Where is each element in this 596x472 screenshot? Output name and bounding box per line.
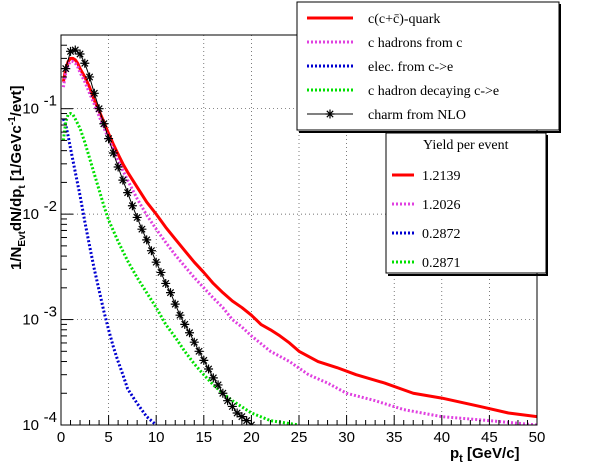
series-point (94, 104, 104, 114)
series-point (180, 319, 190, 329)
legend-label: c hadron decaying c->e (368, 84, 499, 99)
series-point (185, 328, 195, 338)
series-point (70, 45, 80, 55)
series-point (104, 134, 114, 144)
series-point (208, 373, 218, 383)
series-point (189, 337, 199, 347)
series-point (161, 278, 171, 288)
legend-label: charm from NLO (368, 108, 466, 123)
series-point (85, 72, 95, 82)
series-point (237, 412, 247, 422)
series-1 (61, 60, 537, 425)
series-0 (61, 56, 537, 419)
yield-box: Yield per event 1.2139 1.2026 0.2872 0.2871 (385, 132, 548, 276)
series-point (146, 246, 156, 256)
x-axis-title: pt [GeV/c] (450, 445, 520, 465)
yield-value: 1.2139 (422, 169, 461, 184)
yield-value: 0.2871 (422, 256, 461, 271)
series-line (61, 112, 300, 425)
x-tick-label: 25 (291, 429, 308, 446)
series-point (75, 49, 85, 59)
series-point (194, 346, 204, 356)
y-tick-label-exp: -1 (44, 93, 57, 110)
series-point (113, 162, 123, 172)
series-point (170, 299, 180, 309)
series-point (218, 388, 228, 398)
series-point (151, 257, 161, 267)
legend-label: elec. from c->e (368, 60, 453, 75)
x-tick-label: 30 (338, 429, 355, 446)
y-axis-title-part-5: -1 (7, 116, 18, 125)
series-point (156, 267, 166, 277)
x-tick-label: 45 (481, 429, 498, 446)
y-axis-title-part-0: 1/N (8, 247, 25, 270)
legend-label: c(c+c̄)-quark (368, 12, 440, 27)
series-line (61, 56, 537, 419)
series-point (142, 235, 152, 245)
y-tick-label-exp: -2 (44, 198, 57, 215)
x-tick-label: 5 (104, 429, 112, 446)
series-line (65, 49, 252, 425)
series-point (99, 119, 109, 129)
series-point (108, 148, 118, 158)
x-tick-label: 0 (57, 429, 65, 446)
series-point (123, 188, 133, 198)
y-tick-label: 10 (22, 206, 39, 223)
series-clip-group (61, 45, 537, 425)
series-point (165, 288, 175, 298)
series-point (223, 396, 233, 406)
series-point (66, 46, 76, 56)
legend-label: c hadrons from c (368, 36, 462, 51)
series-line (61, 60, 537, 425)
series-point (89, 88, 99, 98)
series-line (61, 118, 158, 425)
series-point (204, 364, 214, 374)
x-axis-title-sub: t (459, 453, 463, 465)
x-tick-label: 50 (529, 429, 546, 446)
x-tick-label: 40 (433, 429, 450, 446)
series-point (118, 175, 128, 185)
series-3 (61, 112, 300, 425)
series-2 (61, 118, 158, 425)
series-point (213, 380, 223, 390)
series-point (227, 401, 237, 411)
series-point (61, 64, 71, 74)
y-axis-title-part-3: t (17, 185, 28, 189)
x-tick-label: 10 (148, 429, 165, 446)
series-layer (61, 45, 537, 425)
legend: c(c+c̄)-quark c hadrons from c elec. from … (296, 1, 561, 133)
y-tick-label-exp: -3 (44, 304, 57, 321)
x-tick-label: 20 (243, 429, 260, 446)
series-point (199, 355, 209, 365)
series-point (175, 310, 185, 320)
series-point (127, 201, 137, 211)
svg-text:1/NEvtdN/dpt [1/GeVc-1/evt]: 1/NEvtdN/dpt [1/GeVc-1/evt] (7, 85, 28, 270)
x-tick-label: 35 (386, 429, 403, 446)
series-point (132, 212, 142, 222)
series-point (242, 416, 252, 425)
series-4 (61, 45, 256, 425)
axis-ticks: 0 5 10 15 20 25 30 35 40 45 50 10 -4 10 -3 10 -2 10 -1 (22, 34, 546, 446)
yield-value: 0.2872 (422, 227, 461, 242)
y-axis-title-part-2: dN/dp (8, 189, 25, 232)
yield-value: 1.2026 (422, 198, 461, 213)
series-point (232, 408, 242, 418)
x-tick-label: 15 (195, 429, 212, 446)
x-axis-title-main: p (450, 445, 459, 462)
x-axis-title-unit: [GeV/c] (463, 445, 520, 462)
y-axis-title: 1/NEvtdN/dpt [1/GeVc-1/evt] (7, 85, 28, 270)
y-axis-title-part-4: [1/GeVc (8, 125, 25, 185)
y-axis-title-part-6: /evt] (8, 85, 25, 116)
legend-star (325, 109, 335, 119)
y-tick-label-exp: -4 (44, 409, 57, 426)
series-point (80, 58, 90, 68)
series-point (137, 224, 147, 234)
y-tick-label: 10 (22, 101, 39, 118)
y-axis-title-part-1: Evt (17, 230, 28, 246)
svg-text:pt [GeV/c]: pt [GeV/c] (450, 445, 520, 465)
yield-title: Yield per event (423, 138, 509, 153)
y-tick-label: 10 (22, 312, 39, 329)
y-tick-label: 10 (22, 417, 39, 434)
